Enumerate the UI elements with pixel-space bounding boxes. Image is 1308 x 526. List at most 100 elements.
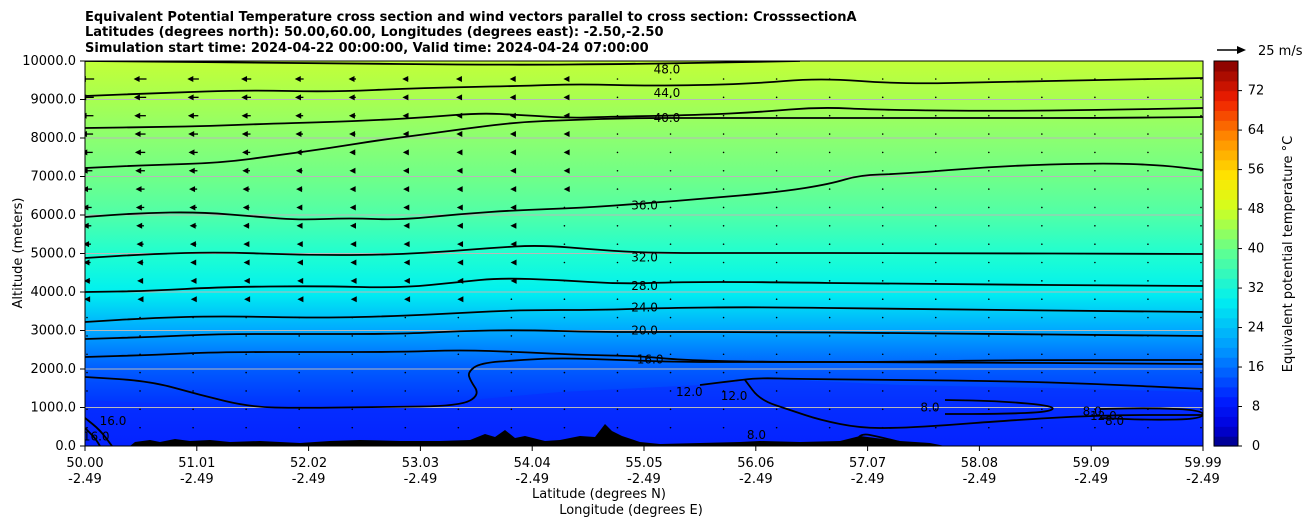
contour-line (85, 116, 1203, 169)
contour-label: 8.0 (920, 401, 939, 415)
wind-vector-dot (988, 225, 990, 227)
wind-vector-dot (510, 335, 513, 337)
contour-label: 16.0 (83, 429, 110, 443)
wind-vector-dot (934, 133, 937, 135)
wind-vector-dot (563, 353, 566, 356)
wind-vector-head (456, 94, 463, 101)
colorbar-band (1214, 90, 1238, 102)
colorbar-band (1214, 268, 1238, 279)
wind-vector-dot (1041, 133, 1043, 135)
contour-lines (85, 61, 1203, 446)
x-tick-lat-label: 50.00 (66, 456, 103, 471)
wind-vector-head (190, 277, 197, 284)
wind-vector-head (350, 296, 357, 303)
chart-title-line-2: Latitudes (degrees north): 50.00,60.00, … (85, 25, 664, 40)
wind-vector-dot (616, 78, 619, 80)
chart-title-line-1: Equivalent Potential Temperature cross s… (85, 10, 857, 25)
wind-vector-head (135, 186, 142, 193)
x-tick-lat-label: 58.08 (961, 456, 998, 471)
wind-vector-dot (828, 298, 831, 301)
contour-line (85, 329, 1203, 340)
wind-vector-dot (1200, 243, 1202, 245)
contour-line (85, 61, 801, 66)
wind-vector-head (510, 259, 517, 266)
wind-vector-dot (934, 225, 937, 227)
wind-vector-dot (722, 206, 725, 209)
wind-vector-dot (298, 316, 300, 319)
x-axis-label-longitude: Longitude (degrees E) (559, 503, 703, 518)
wind-vector-head (403, 186, 410, 193)
wind-vector-head (189, 241, 196, 248)
wind-vector-head (457, 296, 464, 303)
contour-label: 8.0 (747, 428, 766, 442)
wind-vector-dot (1200, 133, 1202, 135)
wind-vector-dot (775, 169, 778, 172)
wind-vector-dot (988, 96, 990, 99)
wind-vector-dot (828, 426, 831, 429)
colorbar-frame (1213, 60, 1239, 447)
wind-vector-dot (669, 261, 672, 264)
wind-vector-head (456, 149, 463, 156)
colorbar-band (1214, 347, 1238, 358)
wind-vector-head (456, 204, 463, 211)
contour-label: 28.0 (631, 279, 658, 293)
wind-vector-dot (404, 316, 407, 319)
x-tick-lat-label: 52.02 (290, 456, 327, 471)
wind-vector-head (456, 222, 463, 229)
wind-vector-dot (669, 335, 672, 337)
wind-vector-dot (988, 114, 990, 117)
wind-vector-dot (86, 335, 88, 337)
wind-vector-dot (828, 114, 831, 117)
contour-label: 12.0 (721, 389, 748, 403)
wind-vector-dot (775, 408, 778, 411)
wind-vector-head (85, 186, 88, 193)
wind-vector-dot (1094, 390, 1096, 392)
wind-vector-head (85, 222, 89, 229)
wind-vector-head (510, 222, 517, 229)
wind-vector-dot (988, 390, 990, 392)
colorbar-band (1214, 110, 1238, 121)
wind-vector-head (349, 204, 356, 211)
wind-vector-dot (988, 151, 990, 154)
wind-vector-head (563, 186, 570, 193)
wind-vector-dot (86, 353, 88, 356)
wind-vector-head (295, 167, 302, 174)
wind-vector-head (134, 149, 141, 156)
contour-line (699, 377, 1203, 390)
x-tick-lat-label: 54.04 (514, 456, 551, 471)
wind-vector-dot (563, 261, 566, 264)
wind-vector-dot (1200, 280, 1202, 282)
wind-vector-head (403, 204, 410, 211)
wind-vector-dot (139, 371, 141, 374)
wind-vector-head (457, 241, 464, 248)
wind-vector-dot (563, 206, 566, 209)
wind-vector-dot (245, 335, 247, 337)
wind-vector-dot (404, 335, 407, 337)
wind-vector-dot (457, 390, 460, 392)
colorbar-band (1214, 100, 1238, 111)
wind-vector-dot (1094, 225, 1096, 227)
wind-vector-dot (1147, 371, 1149, 374)
wind-vector-head (241, 112, 248, 119)
wind-vector-dot (988, 426, 990, 429)
wind-vector-head (510, 277, 517, 284)
wind-vector-dot (934, 390, 937, 392)
colorbar-band (1214, 327, 1238, 339)
wind-vector-dot (828, 390, 831, 392)
wind-vector-dot (988, 188, 990, 190)
wind-vector-head (190, 296, 197, 303)
quiver-key-label: 25 m/s (1258, 44, 1303, 59)
wind-vector-dot (934, 151, 937, 154)
wind-vector-dot (1041, 426, 1043, 429)
wind-vector-head (509, 94, 516, 101)
wind-vector-head (350, 277, 357, 284)
wind-vector-dot (139, 390, 141, 392)
wind-vector-head (563, 167, 570, 174)
wind-vector-head (242, 167, 249, 174)
wind-vectors (85, 76, 1202, 429)
wind-vector-dot (563, 335, 566, 337)
wind-vector-dot (828, 133, 831, 135)
wind-vector-head (296, 241, 303, 248)
y-tick-label: 9000.0 (31, 93, 77, 108)
